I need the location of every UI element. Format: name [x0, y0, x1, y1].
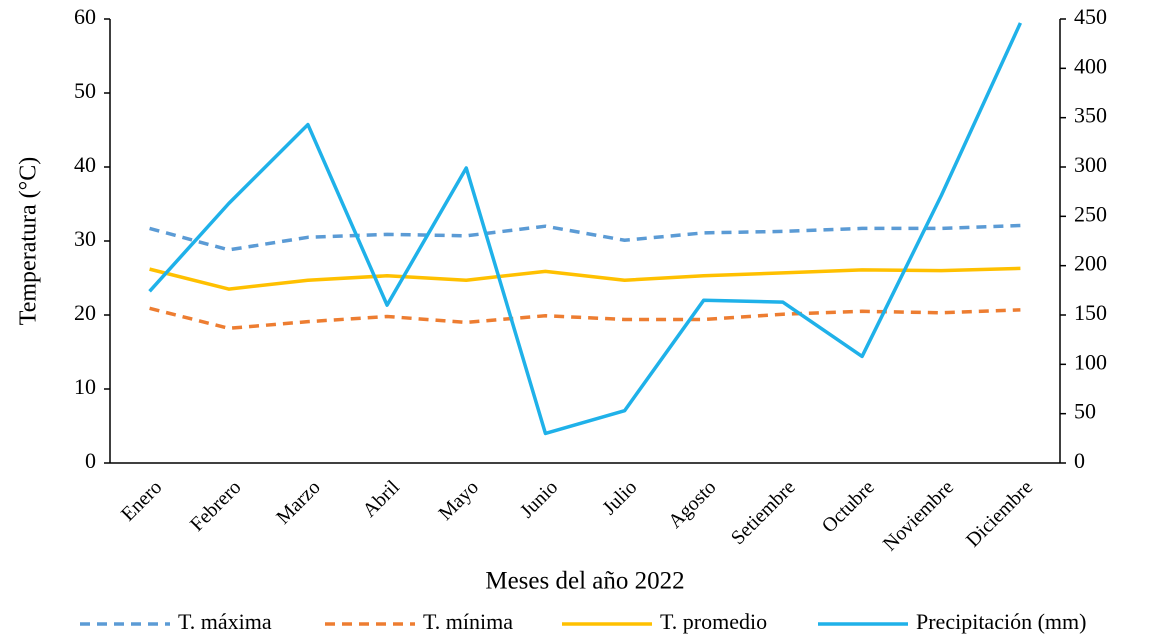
y2-tick-label: 0	[1074, 448, 1085, 473]
x-tick-label: Marzo	[272, 476, 324, 528]
x-tick-label: Diciembre	[962, 476, 1037, 551]
legend-label: T. promedio	[660, 609, 767, 634]
y-tick-label: 20	[74, 300, 96, 325]
y2-tick-label: 150	[1074, 300, 1107, 325]
y2-tick-label: 350	[1074, 103, 1107, 128]
x-tick-label: Agosto	[664, 476, 720, 532]
y-tick-label: 10	[74, 374, 96, 399]
y2-tick-label: 450	[1074, 4, 1107, 29]
series-line	[149, 266, 1021, 291]
y-axis-label: Temperatura (°C)	[16, 157, 42, 326]
x-tick-label: Octubre	[818, 476, 879, 537]
x-tick-label: Setiembre	[727, 476, 800, 549]
x-tick-label: Junio	[516, 476, 562, 522]
series-line	[148, 22, 1023, 436]
x-tick-label: Mayo	[434, 476, 483, 525]
y2-tick-label: 100	[1074, 349, 1107, 374]
y2-tick-label: 50	[1074, 399, 1096, 424]
x-tick-label: Enero	[117, 476, 166, 525]
x-tick-label: Abril	[358, 476, 404, 522]
series-line	[149, 223, 1021, 252]
y-tick-label: 40	[74, 152, 96, 177]
y-tick-label: 50	[74, 78, 96, 103]
y-tick-label: 0	[85, 448, 96, 473]
y2-tick-label: 250	[1074, 201, 1107, 226]
legend-label: T. mínima	[423, 609, 513, 634]
x-axis-label: Meses del año 2022	[485, 568, 684, 595]
y2-tick-label: 200	[1074, 251, 1107, 276]
x-tick-label: Noviembre	[879, 476, 958, 555]
y2-tick-label: 300	[1074, 152, 1107, 177]
legend-label: Precipitación (mm)	[916, 609, 1086, 634]
y-tick-label: 60	[74, 4, 96, 29]
x-tick-label: Febrero	[186, 476, 246, 536]
x-tick-label: Julio	[598, 476, 641, 519]
y2-tick-label: 400	[1074, 53, 1107, 78]
series-line	[149, 306, 1021, 331]
y-tick-label: 30	[74, 226, 96, 251]
legend-label: T. máxima	[178, 609, 272, 634]
